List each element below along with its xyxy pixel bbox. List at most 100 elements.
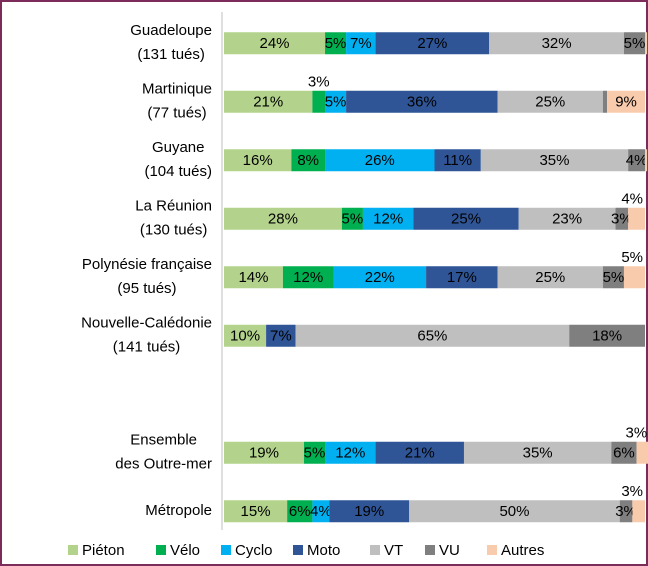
value-label: 3% (308, 74, 330, 91)
bar-segment (329, 500, 410, 523)
value-label: 7% (350, 35, 372, 52)
value-label: 17% (447, 269, 477, 286)
value-label: 11% (443, 152, 472, 169)
bar-segment (636, 441, 648, 464)
legend-swatch (68, 545, 78, 555)
legend-swatch (425, 545, 435, 555)
bar-segment (602, 90, 608, 113)
value-label: 21% (405, 445, 435, 462)
value-label: 50% (499, 503, 529, 520)
value-label: 5% (342, 211, 364, 228)
bar-segment (346, 90, 498, 113)
bar-segment (569, 324, 645, 347)
bar-segment (602, 266, 624, 289)
category-label: Nouvelle-Calédonie (81, 315, 212, 332)
category-label: (104 tués) (144, 163, 212, 180)
value-label: 6% (289, 503, 311, 520)
value-label: 12% (293, 269, 323, 286)
bar-segment (224, 324, 267, 347)
category-label: (130 tués) (140, 222, 208, 239)
value-label: 25% (535, 269, 565, 286)
bar-segment (341, 207, 363, 230)
value-label: 21% (253, 94, 283, 111)
category-label: Martinique (142, 81, 212, 98)
value-label: 22% (365, 269, 395, 286)
bar-segment (224, 207, 342, 230)
bar-segment (413, 207, 519, 230)
value-label: 24% (260, 35, 290, 52)
value-label: 9% (615, 94, 637, 111)
category-label: (131 tués) (137, 46, 205, 63)
value-label: 65% (417, 328, 447, 345)
value-label: 5% (325, 94, 347, 111)
bar-segment (312, 90, 326, 113)
legend-label: Cyclo (235, 542, 273, 559)
bar-segment (224, 266, 283, 289)
bar-segment (489, 32, 624, 55)
value-label: 8% (297, 152, 319, 169)
bar-segment (463, 441, 612, 464)
bar-segment (325, 441, 376, 464)
bar-segment (434, 149, 481, 172)
bar-segment (497, 90, 603, 113)
bar-segment (497, 266, 603, 289)
bar-segment (312, 500, 330, 523)
value-label: 7% (270, 328, 292, 345)
value-label: 5% (621, 249, 643, 266)
value-label: 5% (325, 35, 347, 52)
bar-segment (623, 32, 645, 55)
value-label: 19% (354, 503, 384, 520)
category-label: (141 tués) (113, 339, 181, 356)
bar-segment (266, 324, 296, 347)
value-label: 5% (624, 35, 646, 52)
bar-segment (615, 207, 629, 230)
value-label: 26% (365, 152, 395, 169)
value-label: 18% (592, 328, 622, 345)
value-label: 23% (552, 211, 582, 228)
value-label: 25% (451, 211, 481, 228)
value-label: 5% (603, 269, 625, 286)
bar-segment (409, 500, 620, 523)
bar-segment (224, 32, 326, 55)
legend-swatch (156, 545, 166, 555)
bar-segment (480, 149, 629, 172)
value-label: 12% (335, 445, 365, 462)
bar-segment (224, 149, 292, 172)
category-label: (95 tués) (117, 280, 176, 297)
bar-segment (295, 324, 570, 347)
bar-segment (623, 266, 645, 289)
category-label: Métropole (145, 502, 212, 519)
bar-segment (645, 149, 648, 172)
value-label: 35% (539, 152, 569, 169)
bar-segment (611, 441, 637, 464)
category-label: (77 tués) (147, 105, 206, 122)
bar-segment (346, 32, 376, 55)
value-label: 10% (230, 328, 260, 345)
bar-segment (325, 149, 435, 172)
value-label: 3% (611, 211, 633, 228)
bar-segment (628, 149, 645, 172)
value-label: 14% (238, 269, 268, 286)
bar-segment (362, 207, 414, 230)
bar-segment (303, 441, 326, 464)
value-label: 32% (542, 35, 572, 52)
value-label: 12% (373, 211, 403, 228)
bar-segment (325, 32, 347, 55)
legend-swatch (221, 545, 231, 555)
legend-label: VT (384, 542, 403, 559)
value-label: 19% (249, 445, 279, 462)
value-label: 36% (407, 94, 437, 111)
bar-segment (224, 441, 304, 464)
legend-label: Piéton (82, 542, 125, 559)
bar-segment (291, 149, 326, 172)
value-label: 4% (621, 191, 643, 208)
bar-segment (224, 500, 288, 523)
bar-segment (325, 90, 347, 113)
bar-segment (607, 90, 645, 113)
legend-label: Vélo (170, 542, 200, 559)
legend-swatch (293, 545, 303, 555)
bar-segment (282, 266, 334, 289)
category-label: La Réunion (135, 198, 212, 215)
value-label: 16% (243, 152, 273, 169)
